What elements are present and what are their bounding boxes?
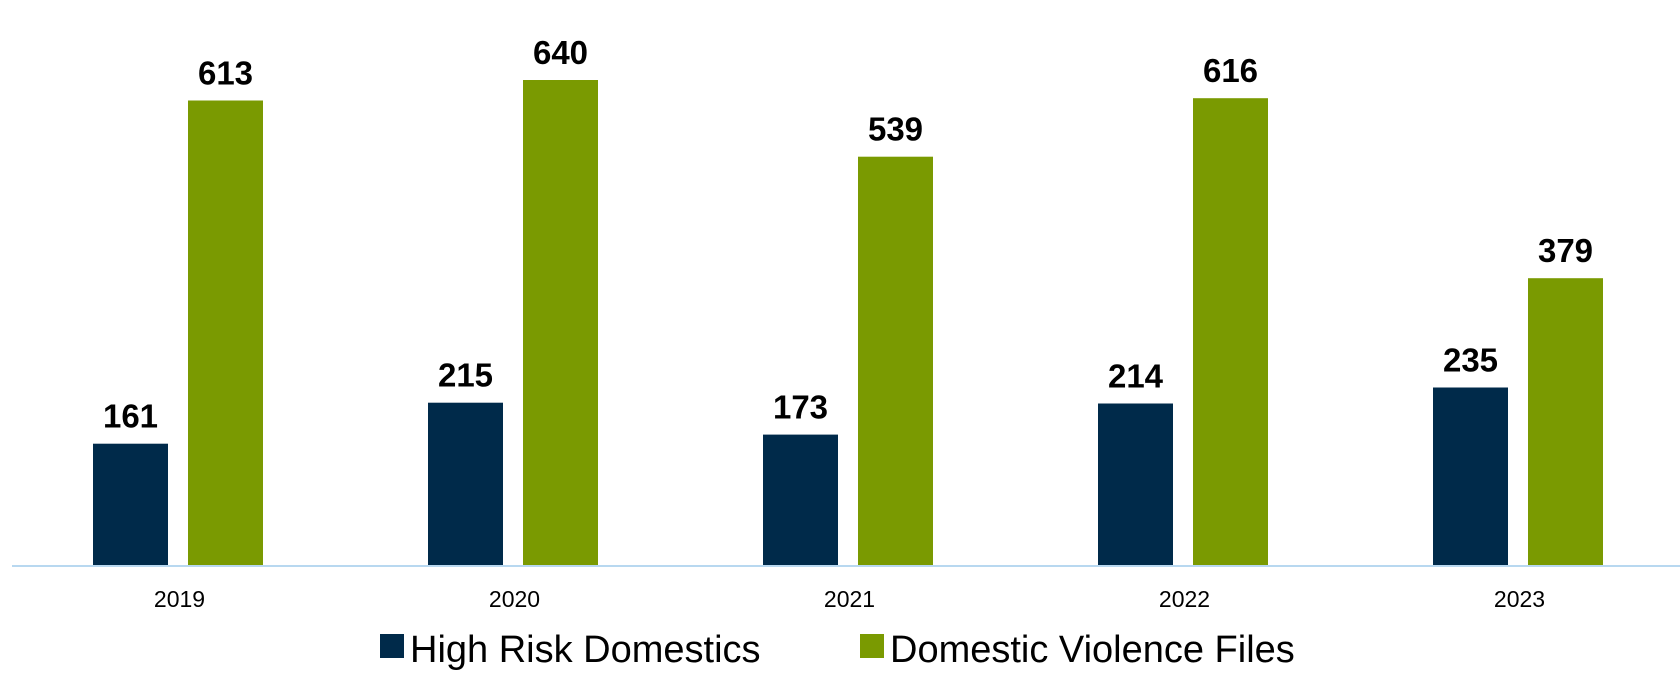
data-label-high-risk-2020: 215 xyxy=(438,357,493,394)
bar-dv-files-2019 xyxy=(188,100,263,566)
data-label-dv-files-2020: 640 xyxy=(533,34,588,71)
legend-label-dv-files: Domestic Violence Files xyxy=(890,629,1295,671)
legend: High Risk Domestics Domestic Violence Fil… xyxy=(380,629,1295,671)
legend-swatch-high-risk xyxy=(380,634,404,658)
bar-dv-files-2023 xyxy=(1528,278,1603,566)
x-tick-label-2022: 2022 xyxy=(1159,586,1210,612)
data-label-dv-files-2021: 539 xyxy=(868,111,923,148)
legend-label-high-risk: High Risk Domestics xyxy=(410,629,761,671)
bar-high-risk-2023 xyxy=(1433,387,1508,566)
bar-high-risk-2020 xyxy=(428,402,503,566)
bar-dv-files-2021 xyxy=(858,156,933,566)
bar-dv-files-2022 xyxy=(1193,98,1268,566)
bar-high-risk-2022 xyxy=(1098,403,1173,566)
data-label-high-risk-2023: 235 xyxy=(1443,342,1498,379)
bar-dv-files-2020 xyxy=(523,80,598,566)
data-label-dv-files-2023: 379 xyxy=(1538,232,1593,269)
bar-high-risk-2021 xyxy=(763,434,838,566)
bars-layer xyxy=(93,80,1603,566)
legend-swatch-dv-files xyxy=(860,634,884,658)
data-label-dv-files-2022: 616 xyxy=(1203,52,1258,89)
data-label-high-risk-2022: 214 xyxy=(1108,358,1164,395)
x-tick-label-2021: 2021 xyxy=(824,586,875,612)
bar-high-risk-2019 xyxy=(93,443,168,566)
data-label-high-risk-2019: 161 xyxy=(103,398,158,435)
x-tick-labels: 2019 2020 2021 2022 2023 xyxy=(154,586,1545,612)
x-tick-label-2020: 2020 xyxy=(489,586,540,612)
data-labels-layer: 161 613 215 640 173 539 214 616 235 379 xyxy=(103,34,1593,435)
x-tick-label-2019: 2019 xyxy=(154,586,205,612)
data-label-dv-files-2019: 613 xyxy=(198,55,253,92)
x-tick-label-2023: 2023 xyxy=(1494,586,1545,612)
data-label-high-risk-2021: 173 xyxy=(773,389,828,426)
